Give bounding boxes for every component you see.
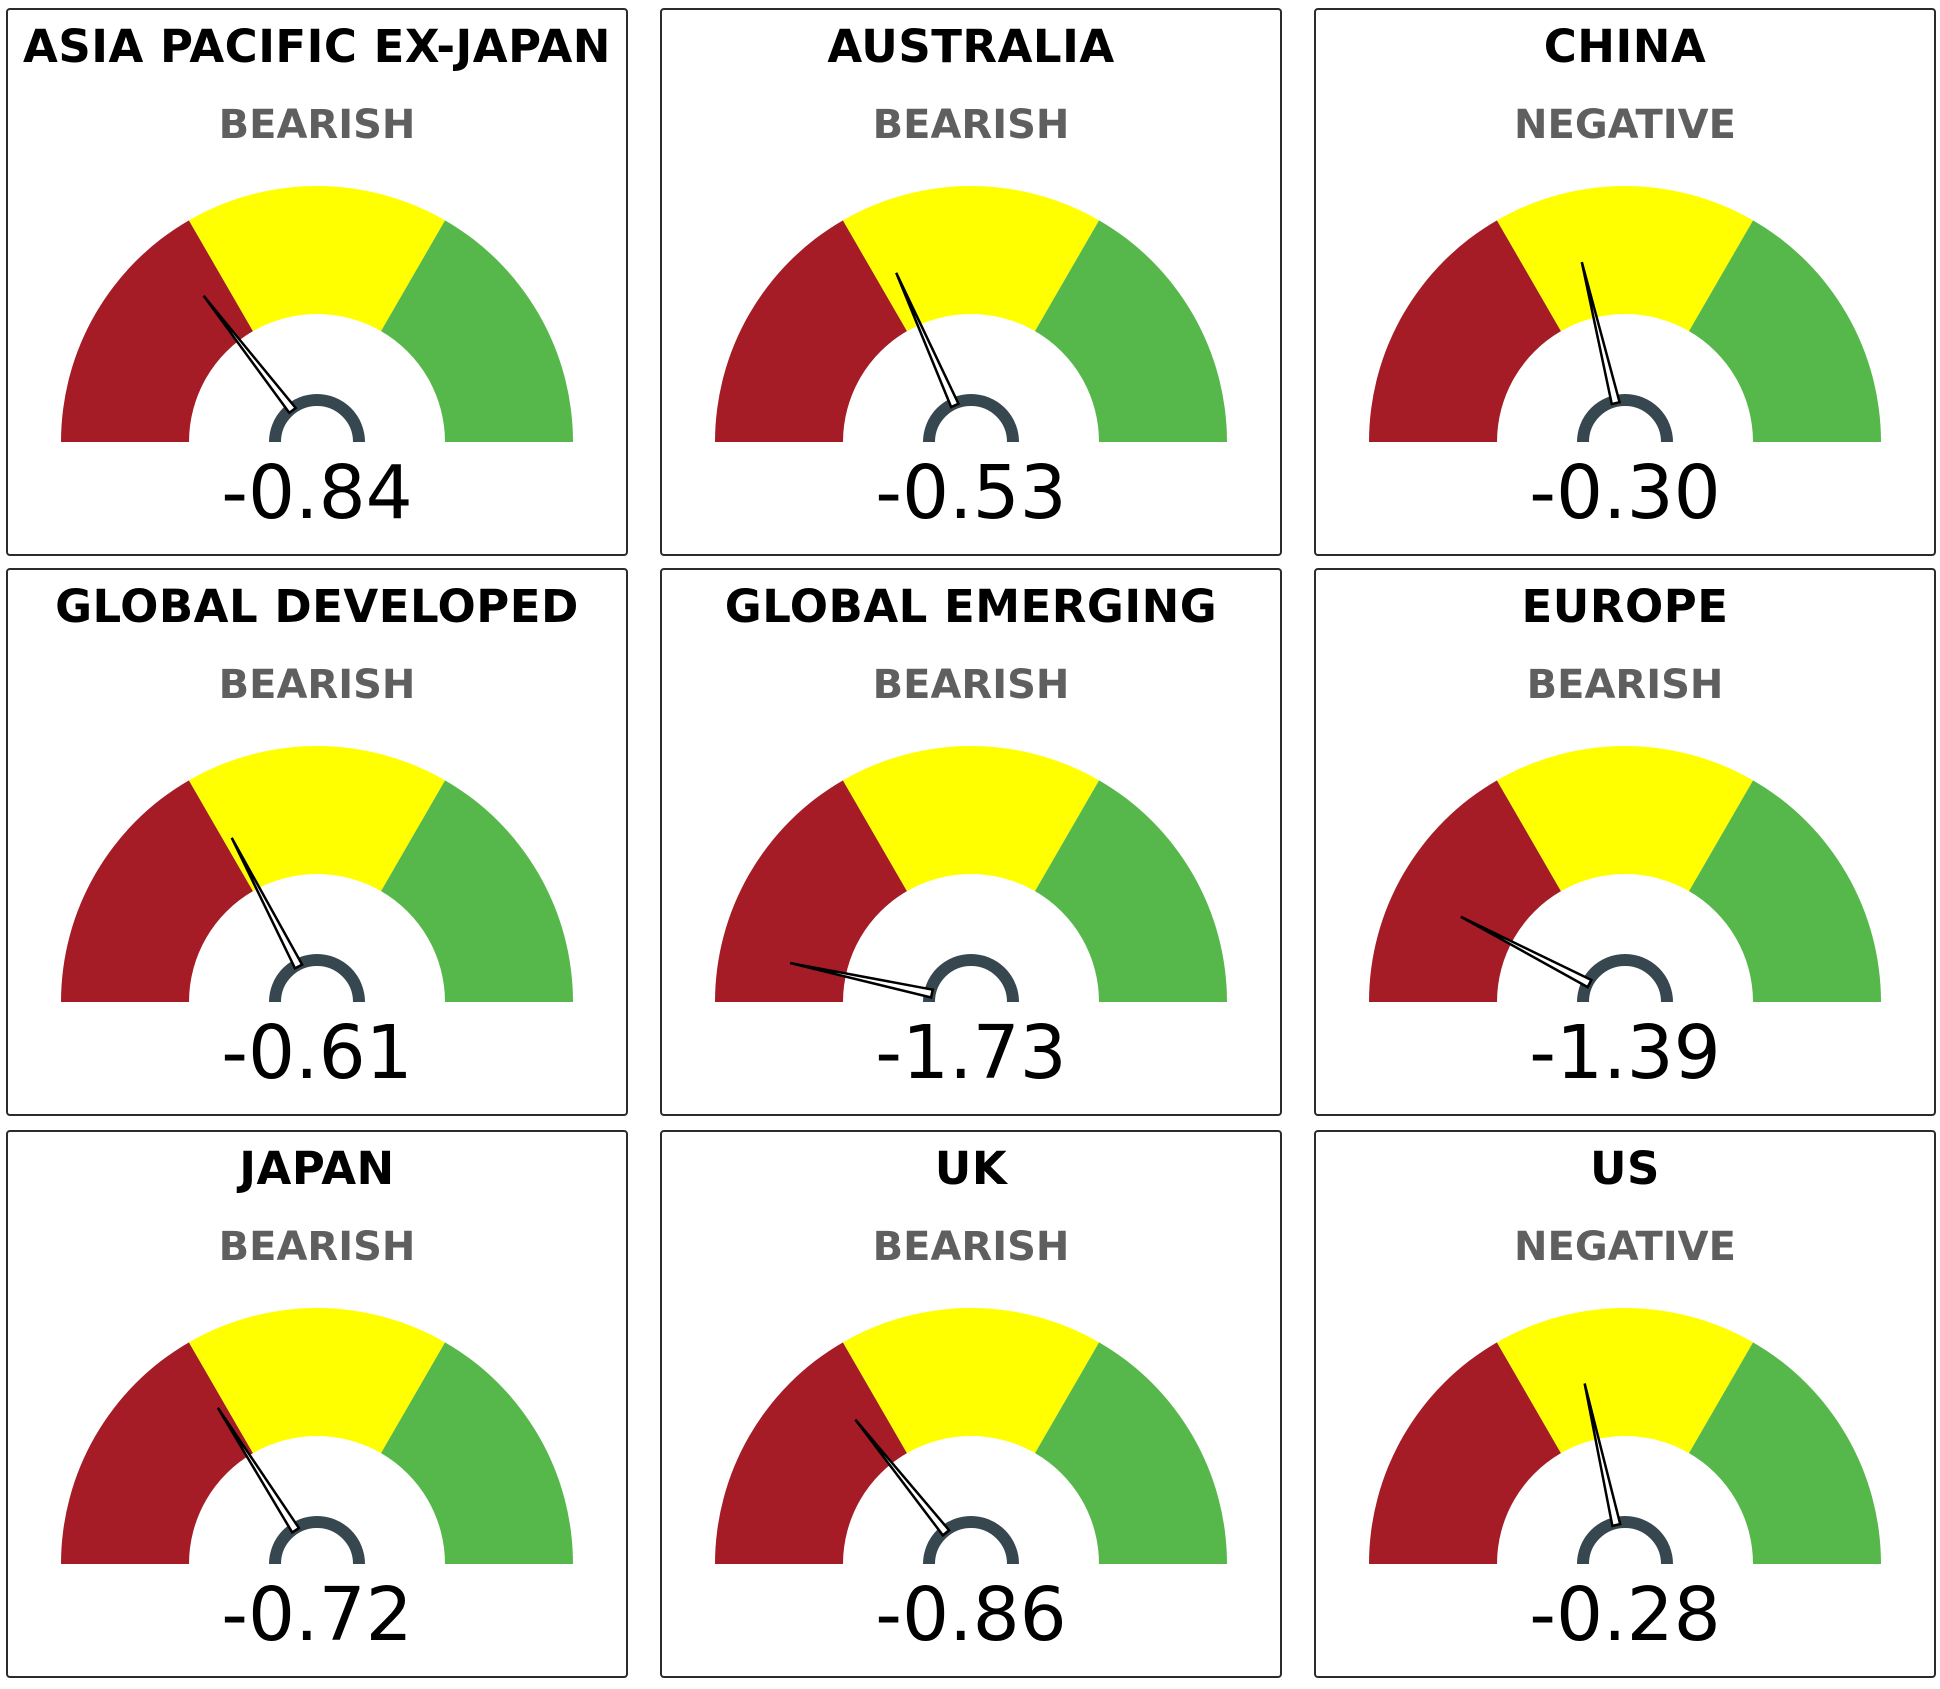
gauge-status: BEARISH [1526, 662, 1724, 708]
gauge-needle [789, 961, 935, 1000]
gauge-needle [1580, 261, 1622, 406]
gauge-needle [1583, 1383, 1622, 1528]
gauge-zone-bear [1369, 780, 1561, 1002]
gauge-status: BEARISH [218, 102, 416, 148]
gauge-zone-neutral [842, 1308, 1100, 1454]
gauge-value: -0.84 [221, 450, 413, 536]
gauge-title: GLOBAL DEVELOPED [55, 580, 579, 633]
gauge-card-japan: JAPAN BEARISH -0.72 [6, 1130, 628, 1678]
gauge [715, 1308, 1227, 1565]
gauge-status: BEARISH [872, 1224, 1070, 1270]
gauge-hub [1577, 1516, 1673, 1565]
gauge-value: -0.72 [221, 1572, 413, 1658]
gauge-status: BEARISH [872, 102, 1070, 148]
gauge-title: CHINA [1543, 20, 1707, 73]
gauge-value: -1.73 [875, 1010, 1067, 1096]
gauge-needle [854, 1418, 951, 1538]
gauge-zone-bear [61, 220, 253, 442]
gauge-zone-neutral [1496, 186, 1754, 332]
gauge-needle [230, 837, 304, 971]
gauge-hub [1577, 954, 1673, 1003]
gauge-zone-bull [1035, 1342, 1227, 1564]
gauge-zone-neutral [188, 186, 446, 332]
gauge-zone-neutral [188, 746, 446, 892]
gauge-title: EUROPE [1521, 580, 1729, 633]
gauge-value: -0.53 [875, 450, 1067, 536]
gauge-status: BEARISH [872, 662, 1070, 708]
gauge-card-uk: UK BEARISH -0.86 [660, 1130, 1282, 1678]
gauge-status: NEGATIVE [1514, 1224, 1736, 1270]
gauge-zone-neutral [1496, 746, 1754, 892]
gauge-hub [1577, 394, 1673, 443]
gauge-title: UK [934, 1142, 1008, 1195]
gauge-zone-bear [715, 780, 907, 1002]
gauge-value: -0.28 [1529, 1572, 1721, 1658]
gauge-hub [269, 1516, 365, 1565]
gauge-zone-neutral [1496, 1308, 1754, 1454]
gauge-zone-bull [1035, 220, 1227, 442]
gauge-zone-bull [1689, 220, 1881, 442]
gauge-needle [1460, 915, 1594, 989]
gauge-value: -0.86 [875, 1572, 1067, 1658]
gauge-grid: ASIA PACIFIC EX-JAPAN BEARISH -0.84 AUST… [6, 8, 1936, 1683]
gauge-needle [202, 295, 298, 415]
gauge-title: US [1590, 1142, 1660, 1195]
gauge-zone-bull [381, 220, 573, 442]
gauge-value: -1.39 [1529, 1010, 1721, 1096]
gauge-card-europe: EUROPE BEARISH -1.39 [1314, 568, 1936, 1116]
gauge-title: ASIA PACIFIC EX-JAPAN [23, 20, 611, 73]
gauge [61, 186, 573, 443]
gauge-title: JAPAN [239, 1142, 395, 1195]
gauge-card-asia-pacific-ex-japan: ASIA PACIFIC EX-JAPAN BEARISH -0.84 [6, 8, 628, 556]
gauge-value: -0.30 [1529, 450, 1721, 536]
gauge-card-global-emerging: GLOBAL EMERGING BEARISH -1.73 [660, 568, 1282, 1116]
gauge-zone-bear [715, 1342, 907, 1564]
gauge-title: GLOBAL EMERGING [724, 580, 1218, 633]
gauge-zone-bear [715, 220, 907, 442]
gauge [1369, 186, 1881, 443]
gauge [715, 186, 1227, 443]
gauge-card-china: CHINA NEGATIVE -0.30 [1314, 8, 1936, 556]
gauge [61, 746, 573, 1003]
gauge-zone-neutral [188, 1308, 446, 1454]
gauge-hub [923, 394, 1019, 443]
gauge-zone-bear [61, 780, 253, 1002]
gauge-hub [269, 954, 365, 1003]
gauge [61, 1308, 573, 1565]
gauge-zone-bear [1369, 220, 1561, 442]
gauge-hub [269, 394, 365, 443]
gauge-card-australia: AUSTRALIA BEARISH -0.53 [660, 8, 1282, 556]
gauge-title: AUSTRALIA [827, 20, 1115, 73]
gauge-value: -0.61 [221, 1010, 413, 1096]
gauge [1369, 1308, 1881, 1565]
gauge-needle [216, 1407, 301, 1535]
gauge [1369, 746, 1881, 1003]
gauge-zone-bull [1035, 780, 1227, 1002]
gauge-hub [923, 1516, 1019, 1565]
gauge-zone-bull [381, 780, 573, 1002]
gauge-zone-bear [1369, 1342, 1561, 1564]
gauge-status: BEARISH [218, 662, 416, 708]
gauge-card-global-developed: GLOBAL DEVELOPED BEARISH -0.61 [6, 568, 628, 1116]
gauge-card-us: US NEGATIVE -0.28 [1314, 1130, 1936, 1678]
gauge-zone-bull [1689, 780, 1881, 1002]
gauge-needle [895, 272, 961, 409]
gauge-hub [923, 954, 1019, 1003]
gauge-status: NEGATIVE [1514, 102, 1736, 148]
gauge-zone-bull [1689, 1342, 1881, 1564]
gauge [715, 746, 1227, 1003]
gauge-status: BEARISH [218, 1224, 416, 1270]
gauge-zone-bear [61, 1342, 253, 1564]
gauge-zone-bull [381, 1342, 573, 1564]
gauge-zone-neutral [842, 746, 1100, 892]
